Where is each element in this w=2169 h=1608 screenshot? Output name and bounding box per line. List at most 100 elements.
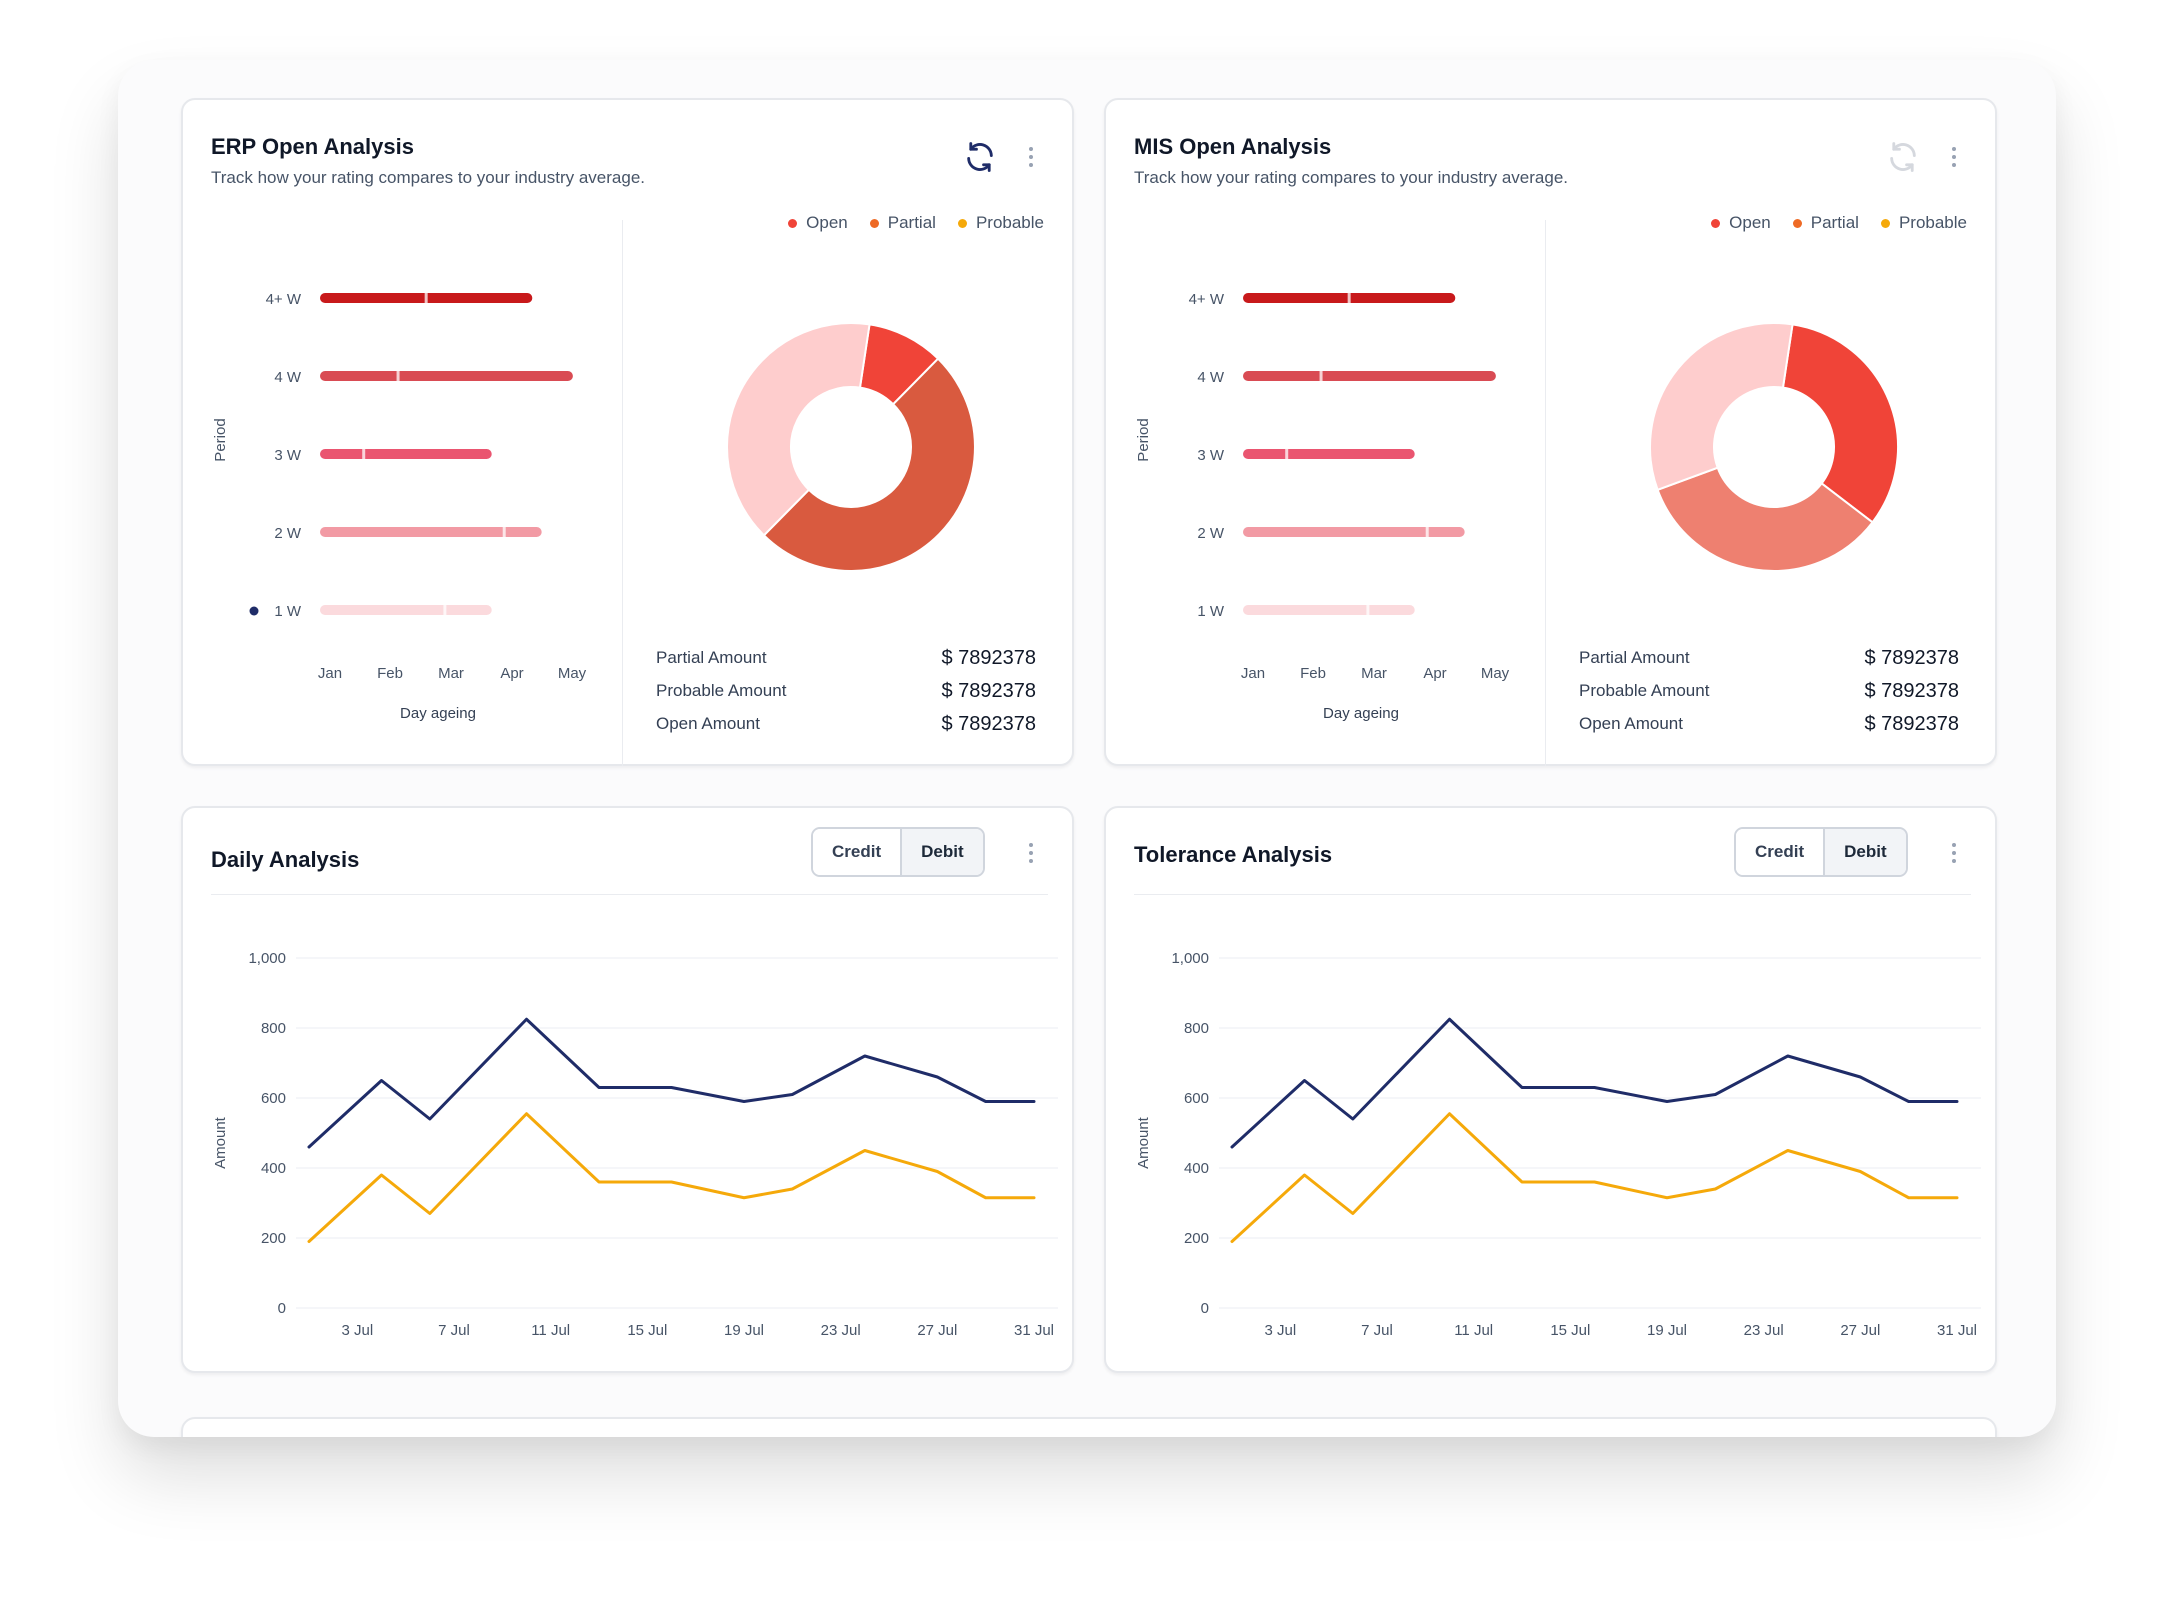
x-tick-label: Mar	[438, 665, 464, 682]
more-vertical-icon[interactable]	[1944, 838, 1964, 868]
debit-button[interactable]: Debit	[1825, 829, 1906, 875]
y-tick-label: 600	[261, 1090, 286, 1107]
x-tick-label: Apr	[1423, 665, 1446, 682]
card-title: Tolerance Analysis	[1134, 842, 1333, 867]
bar	[320, 371, 573, 381]
daily-analysis-card: Daily Analysis Credit Debit Amount 0 200 40…	[181, 806, 1074, 1373]
amount-line-chart: Amount 0 200 400 600 800 1,000 3 Jul 7 Jul 11 Jul…	[212, 950, 1058, 1339]
y-tick-label: 200	[1184, 1230, 1209, 1247]
credit-debit-toggle: Credit Debit	[1734, 827, 1908, 877]
y-tick-label: 800	[1184, 1020, 1209, 1037]
x-tick-label: Jan	[318, 665, 342, 682]
amount-line-chart: Amount 0 200 400 600 800 1,000 3 Jul 7 Jul 11 Jul…	[1135, 950, 1981, 1339]
credit-button[interactable]: Credit	[1736, 829, 1826, 875]
y-tick-label: 800	[261, 1020, 286, 1037]
x-tick-label: 11 Jul	[531, 1322, 570, 1339]
y-tick-label: 2 W	[1197, 525, 1225, 542]
y-tick-label: 4+ W	[266, 291, 302, 308]
bar-marker	[443, 602, 447, 618]
card-title: Daily Analysis	[211, 847, 360, 872]
x-tick-label: 15 Jul	[627, 1322, 667, 1339]
legend-item-open: Open	[1711, 213, 1771, 233]
more-vertical-icon[interactable]	[1944, 142, 1964, 172]
amount-row-open: Open Amount $ 7892378	[656, 712, 1036, 735]
bar	[1243, 449, 1415, 459]
bar-marker	[1285, 446, 1289, 462]
bar	[1243, 371, 1496, 381]
x-tick-label: 7 Jul	[438, 1322, 470, 1339]
x-tick-label: 19 Jul	[724, 1322, 764, 1339]
y-tick-label: 3 W	[1197, 447, 1225, 464]
y-axis-label: Amount	[1135, 1116, 1152, 1169]
card-subtitle: Track how your rating compares to your i…	[211, 168, 646, 187]
status-donut-chart	[726, 322, 976, 572]
bar	[1243, 527, 1465, 537]
tolerance-analysis-card: Tolerance Analysis Credit Debit Amount 0 2…	[1104, 806, 1997, 1373]
credit-button[interactable]: Credit	[813, 829, 903, 875]
refresh-icon[interactable]	[1884, 138, 1922, 176]
x-tick-label: 19 Jul	[1647, 1322, 1687, 1339]
chart-legend: Open Partial Probable	[788, 213, 1044, 233]
y-tick-label: 1,000	[1171, 950, 1209, 967]
amount-row-partial: Partial Amount $ 7892378	[1579, 646, 1959, 669]
bar-marker	[362, 446, 366, 462]
series-line	[307, 1017, 1036, 1149]
series-line	[1230, 1017, 1959, 1149]
x-tick-label: 23 Jul	[1744, 1322, 1784, 1339]
chart-legend: Open Partial Probable	[1711, 213, 1967, 233]
legend-item-probable: Probable	[957, 213, 1044, 233]
debit-button[interactable]: Debit	[902, 829, 983, 875]
amount-row-probable: Probable Amount $ 7892378	[1579, 679, 1959, 702]
x-tick-label: 7 Jul	[1361, 1322, 1393, 1339]
divider	[622, 220, 623, 766]
y-tick-label: 400	[1184, 1160, 1209, 1177]
bar-marker	[1319, 368, 1323, 384]
credit-debit-toggle: Credit Debit	[811, 827, 985, 877]
y-tick-label: 2 W	[274, 525, 302, 542]
donut-slice-partial	[1656, 466, 1874, 572]
y-tick-label: 1 W	[1197, 603, 1225, 620]
y-axis-label: Amount	[212, 1116, 229, 1169]
x-axis-label: Day ageing	[1323, 705, 1399, 722]
x-tick-label: Feb	[377, 665, 403, 682]
y-axis-label: Period	[212, 418, 229, 461]
x-tick-label: 27 Jul	[917, 1322, 957, 1339]
x-tick-label: 27 Jul	[1840, 1322, 1880, 1339]
more-vertical-icon[interactable]	[1021, 142, 1041, 172]
bar-marker	[1425, 524, 1429, 540]
x-tick-label: Jan	[1241, 665, 1265, 682]
bar	[320, 605, 492, 615]
x-tick-label: 31 Jul	[1937, 1322, 1977, 1339]
y-tick-label: 400	[261, 1160, 286, 1177]
y-axis-label: Period	[1135, 418, 1152, 461]
x-tick-label: May	[558, 665, 587, 682]
status-donut-chart	[1649, 322, 1899, 572]
bar-marker	[1347, 290, 1351, 306]
period-bar-chart: Period 4+ W 4 W 3 W 2 W 1 W Jan Feb Mar Apr May Day…	[212, 290, 587, 722]
x-tick-label: 11 Jul	[1454, 1322, 1493, 1339]
bar	[320, 449, 492, 459]
more-vertical-icon[interactable]	[1021, 838, 1041, 868]
x-tick-label: 3 Jul	[1264, 1322, 1296, 1339]
bar-marker	[424, 290, 428, 306]
donut-slice-open	[1781, 323, 1899, 524]
selected-dot	[249, 606, 259, 616]
amount-row-open: Open Amount $ 7892378	[1579, 712, 1959, 735]
mis-open-analysis-card: MIS Open Analysis Track how your rating …	[1104, 98, 1997, 766]
donut-slice-partial	[762, 357, 976, 572]
bar	[1243, 605, 1415, 615]
x-tick-label: 3 Jul	[341, 1322, 373, 1339]
y-tick-label: 1,000	[248, 950, 286, 967]
bar-marker	[502, 524, 506, 540]
refresh-icon[interactable]	[961, 138, 999, 176]
y-tick-label: 0	[1201, 1300, 1209, 1317]
y-tick-label: 3 W	[274, 447, 302, 464]
x-tick-label: 31 Jul	[1014, 1322, 1054, 1339]
divider	[1545, 220, 1546, 766]
legend-item-probable: Probable	[1880, 213, 1967, 233]
y-tick-label: 4 W	[1197, 369, 1225, 386]
y-tick-label: 200	[261, 1230, 286, 1247]
amount-row-partial: Partial Amount $ 7892378	[656, 646, 1036, 669]
erp-open-analysis-card: ERP Open Analysis Track how your rating …	[181, 98, 1074, 766]
legend-item-partial: Partial	[1792, 213, 1859, 233]
